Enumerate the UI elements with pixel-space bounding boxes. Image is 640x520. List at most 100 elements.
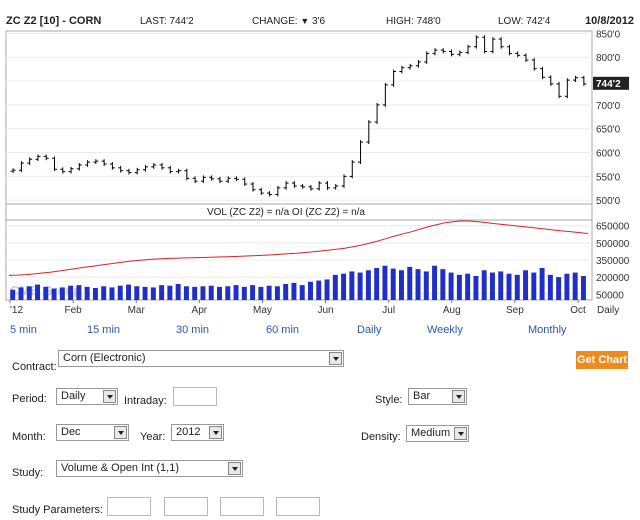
volume-bar [506,273,512,300]
timeframe-daily-link[interactable]: Daily [357,324,382,336]
chevron-down-icon [209,426,222,439]
price-tick-label: 800'0 [596,53,621,64]
study-select[interactable]: Volume & Open Int (1,1) [56,460,243,477]
intraday-input[interactable] [173,387,217,406]
volume-bar [101,286,107,300]
volume-bar [18,287,24,300]
volume-bar [68,285,74,300]
volume-bar [365,270,371,300]
timeframe-monthly-link[interactable]: Monthly [528,324,567,336]
volume-bar [233,285,239,300]
volume-bar [456,274,462,300]
volume-bar [440,269,446,300]
x-tick-label: Oct [570,305,586,316]
down-arrow-icon: ▼ [300,16,310,26]
year-label: Year: [140,431,166,443]
volume-bar [183,286,189,300]
study-param-input-4[interactable] [276,497,320,516]
price-tick-label: 500'0 [596,196,621,207]
contract-select-value: Corn (Electronic) [63,352,146,364]
volume-bar [448,272,454,300]
volume-bar [43,286,49,300]
density-label: Density: [361,431,401,443]
volume-bar [134,286,140,300]
x-axis-period-label: Daily [597,305,619,316]
symbol-title: ZC Z2 [10] - CORN [6,15,102,27]
style-select[interactable]: Bar [408,388,467,405]
volume-bar [374,268,380,300]
volume-bar [109,287,115,300]
study-param-input-2[interactable] [164,497,208,516]
volume-bar [266,285,272,300]
timeframe-5min-link[interactable]: 5 min [10,324,37,336]
year-select[interactable]: 2012 [171,424,224,441]
volume-bar [481,270,487,300]
high-price: HIGH: 748'0 [386,16,441,27]
x-tick-label: Mar [128,305,146,316]
last-value: 744'2 [169,16,194,27]
timeframe-15min-link[interactable]: 15 min [87,324,121,336]
volume-bar [225,286,231,300]
high-label: HIGH: [386,16,414,27]
indicator-label: VOL (ZC Z2) = n/a OI (ZC Z2) = n/a [207,207,365,218]
last-price: LAST: 744'2 [140,16,194,27]
last-label: LAST: [140,16,167,27]
timeframe-30min-link[interactable]: 30 min [176,324,210,336]
volume-bar [250,285,256,300]
price-grid [6,32,592,201]
indicator-y-axis: 650000 500000 350000 200000 50000 [596,222,630,302]
volume-bar [407,266,413,300]
get-chart-button[interactable]: Get Chart [576,351,628,369]
volume-bar [316,280,322,300]
volume-bar [92,288,98,300]
volume-bar [547,274,553,300]
volume-bar [514,274,520,300]
x-tick-label: Apr [192,305,208,316]
last-price-tag: 744'2 [593,76,629,90]
volume-bar [258,286,264,300]
timeframe-weekly-link[interactable]: Weekly [427,324,463,336]
price-bars [10,35,587,197]
x-tick-label: Sep [506,305,524,316]
volume-bar [523,270,529,300]
volume-bar [299,285,305,300]
volume-bar [192,286,198,300]
volume-bar [51,288,57,300]
period-label: Period: [12,393,47,405]
price-chart[interactable]: 850'0800'0750'0700'0650'0600'0550'0500'0… [0,0,640,320]
volume-bar [76,285,82,300]
indicator-panel: VOL (ZC Z2) = n/a OI (ZC Z2) = n/a CME G… [5,203,630,302]
contract-select[interactable]: Corn (Electronic) [58,350,344,367]
x-tick-label: Jul [382,305,395,316]
density-select-value: Medium [411,427,451,439]
year-select-value: 2012 [176,426,201,438]
month-select[interactable]: Dec [56,424,129,441]
volume-bar [382,265,388,300]
study-param-input-3[interactable] [220,497,264,516]
study-param-input-1[interactable] [107,497,151,516]
period-select[interactable]: Daily [56,388,118,405]
chevron-down-icon [228,462,241,475]
chevron-down-icon [114,426,127,439]
low-value: 742'4 [526,16,551,27]
x-tick-label: Aug [443,305,461,316]
volume-bar [423,271,429,300]
volume-bar [308,281,313,300]
volume-bar [175,284,181,300]
timeframe-60min-link[interactable]: 60 min [266,324,300,336]
volume-bar [200,286,206,300]
x-tick-label: May [253,305,272,316]
open-interest-line [8,220,589,276]
indicator-tick-label: 50000 [596,290,624,301]
x-axis: '12 Feb Mar Apr May Jun Jul Aug Sep Oct Daily [9,300,619,316]
last-price-tag-bg [593,76,629,90]
volume-bar [159,285,165,300]
chevron-down-icon [329,352,342,365]
volume-bar [465,273,471,300]
study-label: Study: [12,467,44,479]
density-select[interactable]: Medium [406,425,469,442]
price-tick-label: 850'0 [596,29,621,40]
indicator-tick-label: 500000 [596,239,630,250]
quote-header: ZC Z2 [10] - CORN LAST: 744'2 CHANGE: ▼ … [6,14,634,30]
price-tick-label: 550'0 [596,172,621,183]
